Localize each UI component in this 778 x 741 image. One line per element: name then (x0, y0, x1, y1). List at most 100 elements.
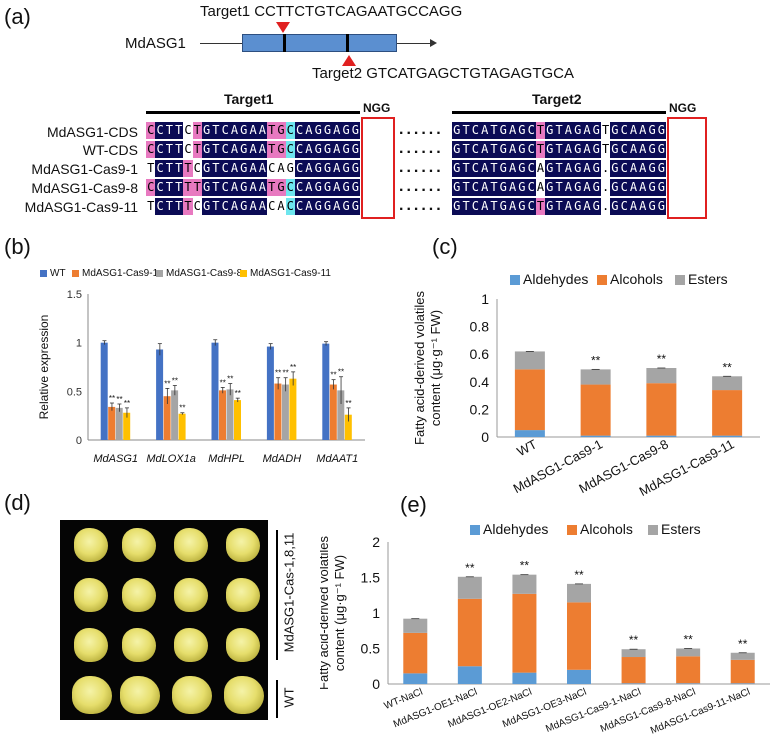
significance-mark: ** (574, 568, 584, 582)
legend-swatch (648, 525, 658, 536)
bar (344, 414, 352, 440)
bar (171, 390, 179, 440)
legend-label: MdASG1-Cas9-8 (166, 268, 243, 279)
alignment-gap-dots: ...... (399, 178, 444, 195)
nucleotide-cell: T (554, 179, 564, 196)
nucleotide-cell: G (285, 160, 296, 177)
nucleotide-cell: G (647, 141, 657, 158)
stacked-segment (580, 369, 611, 385)
nucleotide-cell: C (619, 141, 629, 158)
significance-mark: ** (283, 369, 289, 378)
x-tick-label: MdASG1-Cas9-11-NaCl (649, 687, 752, 737)
nucleotide-cell: G (322, 160, 333, 177)
y-axis-label-line1: Fatty acid-derived volatiles (320, 536, 331, 690)
bar (178, 413, 186, 440)
callus-sample (74, 628, 108, 662)
nucleotide-cell: A (563, 122, 574, 139)
y-tick-label: 1.5 (361, 570, 381, 586)
stacked-segment (712, 390, 743, 436)
y-tick-label: 0 (372, 676, 380, 692)
y-tick-label: 0.4 (470, 374, 490, 390)
nucleotide-cell: G (239, 160, 249, 177)
nucleotide-cell: C (294, 198, 305, 215)
stacked-segment (676, 656, 701, 684)
panel-a-label: (a) (4, 4, 31, 29)
genotype-label-cas9: MdASG1-Cas-1,8,11 (281, 532, 297, 653)
nucleotide-cell: C (294, 122, 305, 139)
nucleotide-cell: A (628, 179, 639, 196)
nucleotide-cell: T (554, 198, 564, 215)
nucleotide-cell: T (266, 122, 277, 139)
nucleotide-cell: C (183, 122, 193, 139)
significance-mark: ** (220, 378, 226, 387)
y-tick-label: 0.6 (470, 346, 490, 362)
nucleotide-cell: A (535, 179, 546, 196)
nucleotide-cell: T (535, 198, 546, 215)
callus-sample (174, 528, 208, 562)
nucleotide-cell: C (155, 198, 165, 215)
nucleotide-cell: G (647, 179, 657, 196)
significance-mark: ** (738, 637, 748, 651)
legend-item: Esters (675, 271, 728, 287)
callus-plate-photo (60, 520, 268, 720)
nucleotide-cell: G (656, 141, 667, 158)
nucleotide-cell: T (489, 141, 499, 158)
nucleotide-cell: A (248, 179, 258, 196)
callus-sample (226, 628, 260, 662)
nucleotide-cell: T (461, 179, 471, 196)
stacked-segment (403, 632, 428, 674)
significance-mark: ** (338, 368, 344, 377)
nucleotide-cell: G (572, 141, 583, 158)
nucleotide-cell: A (229, 179, 240, 196)
nucleotide-cell: G (572, 160, 583, 177)
nucleotide-cell: A (507, 179, 518, 196)
nucleotide-cell: C (285, 141, 296, 158)
nucleotide-cell: C (285, 179, 296, 196)
nucleotide-cell: A (276, 160, 286, 177)
nucleotide-cell: A (628, 198, 639, 215)
nucleotide-cell: G (239, 141, 249, 158)
stacked-segment (403, 673, 428, 684)
nucleotide-cell: A (257, 198, 268, 215)
nucleotide-cell: T (461, 198, 471, 215)
target1-annotation-seq: CCTTCTGTCAGAATGCCAGG (254, 3, 463, 20)
significance-mark: ** (164, 379, 170, 388)
nucleotide-cell: C (220, 122, 230, 139)
alignment-gap-dots: ...... (399, 197, 444, 214)
nucleotide-cell: G (201, 122, 212, 139)
target1-annotation: Target1 CCTTCTGTCAGAATGCCAGG (200, 3, 462, 20)
nucleotide-cell: G (572, 122, 583, 139)
nucleotide-cell: A (229, 141, 240, 158)
nucleotide-cell: G (610, 160, 620, 177)
stacked-segment (514, 369, 545, 431)
nucleotide-cell: T (173, 160, 184, 177)
legend-swatch (40, 269, 47, 277)
nucleotide-cell: T (183, 160, 193, 177)
significance-mark: ** (179, 404, 185, 413)
stacked-segment (730, 659, 755, 684)
legend-label: Alcohols (580, 521, 633, 537)
significance-mark: ** (116, 395, 122, 404)
nucleotide-cell: C (294, 160, 305, 177)
nucleotide-cell: T (535, 122, 546, 139)
legend-item: MdASG1-Cas9-8 (156, 268, 242, 279)
significance-mark: ** (465, 561, 475, 575)
bar (266, 346, 274, 440)
stacked-segment (621, 683, 646, 684)
nucleotide-cell: . (600, 160, 611, 177)
nucleotide-cell: T (173, 122, 184, 139)
nucleotide-cell: G (452, 160, 462, 177)
significance-mark: ** (227, 375, 233, 384)
nucleotide-cell: G (341, 160, 351, 177)
significance-mark: ** (520, 559, 530, 573)
nucleotide-cell: G (498, 198, 509, 215)
nucleotide-cell: C (266, 198, 277, 215)
bar (115, 407, 123, 440)
stacked-segment (712, 376, 743, 391)
nucleotide-cell: A (229, 198, 240, 215)
nucleotide-cell: G (201, 198, 212, 215)
ngg-label-2: NGG (669, 101, 697, 115)
nucleotide-cell: G (591, 141, 602, 158)
nucleotide-cell: A (638, 160, 648, 177)
nucleotide-cell: C (526, 198, 536, 215)
